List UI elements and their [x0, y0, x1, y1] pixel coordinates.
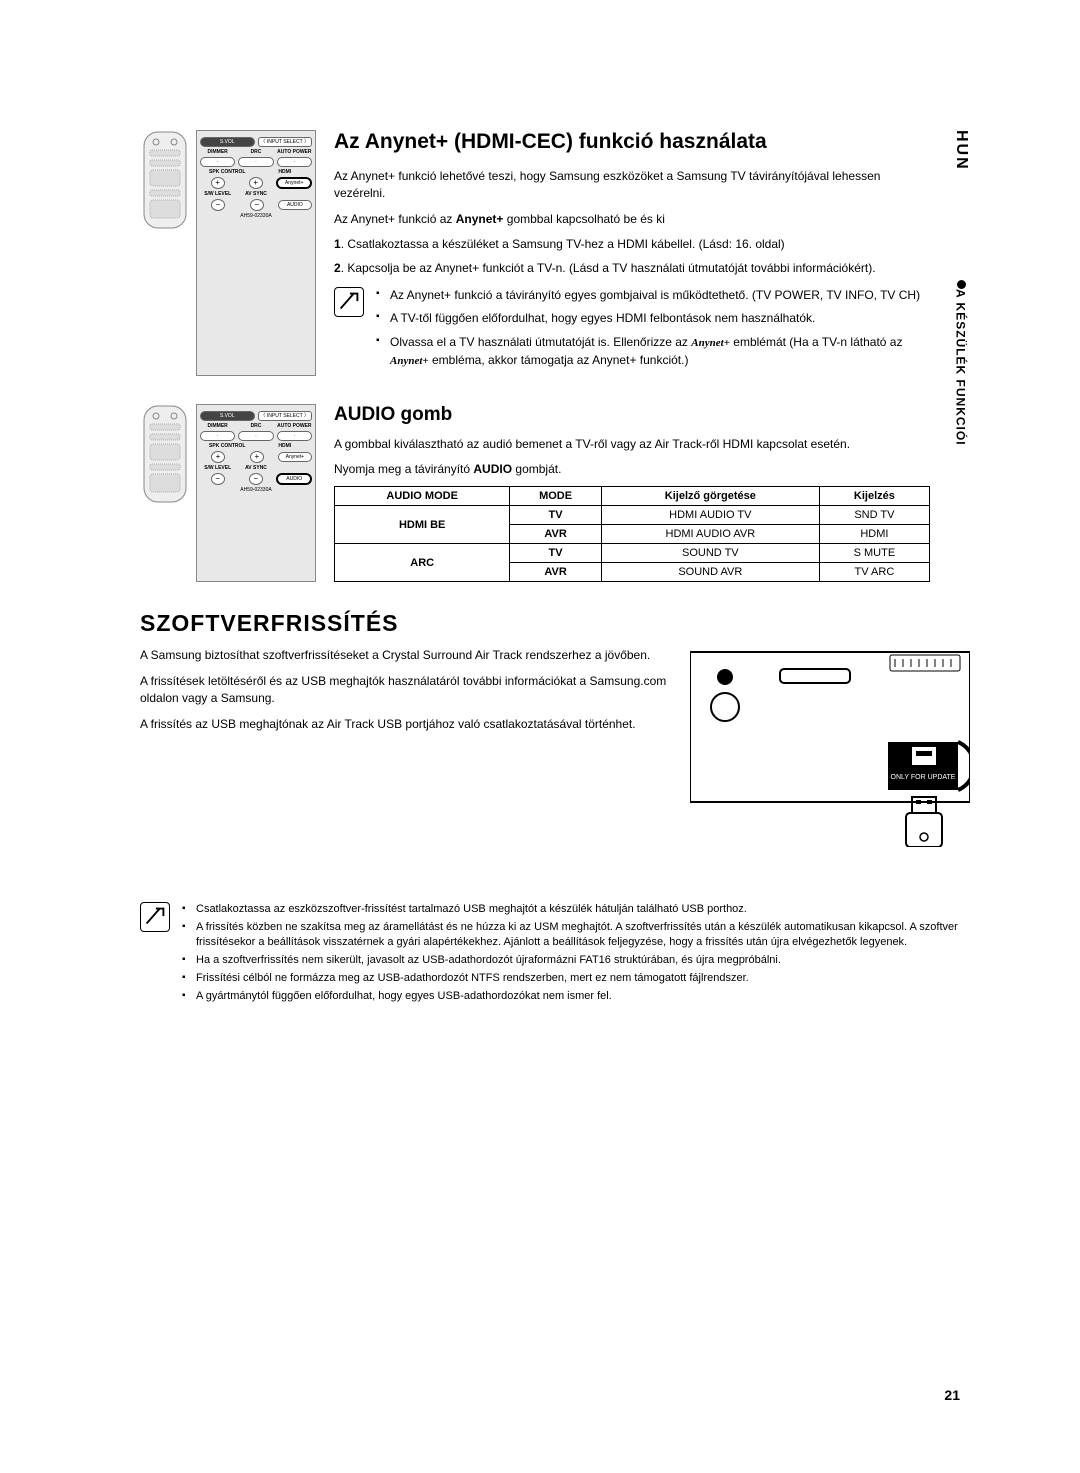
sw-note-4: Frissítési célból ne formázza meg az USB… — [182, 971, 970, 986]
software-update-row: A Samsung biztosíthat szoftverfrissítése… — [140, 647, 970, 852]
sw-para-1: A Samsung biztosíthat szoftverfrissítése… — [140, 647, 670, 664]
dimmer-label: DIMMER — [200, 149, 235, 155]
anynet-note-1: Az Anynet+ funkció a távirányító egyes g… — [376, 287, 930, 304]
sw-level-label: S/W LEVEL — [200, 191, 235, 197]
anynet-note-3: Olvassa el a TV használati útmutatóját i… — [376, 334, 930, 370]
audio-mode-table: AUDIO MODE MODE Kijelző görgetése Kijelz… — [334, 486, 930, 582]
remote-body-icon-2 — [140, 404, 190, 504]
audio-title: AUDIO gomb — [334, 404, 930, 426]
anynet-note-row: Az Anynet+ funkció a távirányító egyes g… — [334, 287, 930, 376]
auto-power-label: AUTO POWER — [277, 149, 312, 155]
usb-port-figure: ONLY FOR UPDATE — [690, 647, 970, 852]
input-select-button-2: 〈 INPUT SELECT 〉 — [258, 411, 313, 421]
remote-illustration-2: S.VOL 〈 INPUT SELECT 〉 DIMMER DRC AUTO P… — [140, 404, 316, 583]
audio-button-highlight: AUDIO — [276, 473, 312, 485]
drc-button: · — [238, 157, 273, 167]
anynet-step-1: 1. Csatlakoztassa a készüléket a Samsung… — [334, 236, 930, 253]
anynet-button: Anynet+ — [276, 177, 312, 189]
svol-button-2: S.VOL — [200, 411, 255, 421]
plus-button-2: + — [249, 177, 263, 189]
minus-button-1: − — [211, 199, 225, 211]
av-sync-label: AV SYNC — [238, 191, 273, 197]
plus-button-1: + — [211, 177, 225, 189]
language-tab: HUN — [952, 130, 970, 171]
svol-button: S.VOL — [200, 137, 255, 147]
minus-button-2: − — [250, 199, 264, 211]
th-kijelzo-gorgetese: Kijelző görgetése — [601, 487, 819, 506]
sw-note-1: Csatlakoztassa az eszközszoftver-frissít… — [182, 902, 970, 917]
anynet-step-2: 2. Kapcsolja be az Anynet+ funkciót a TV… — [334, 260, 930, 277]
autopower-button: · — [277, 157, 312, 167]
note-icon — [334, 287, 364, 317]
anynet-toggle-line: Az Anynet+ funkció az Anynet+ gombbal ka… — [334, 211, 930, 228]
audio-section: S.VOL 〈 INPUT SELECT 〉 DIMMER DRC AUTO P… — [140, 404, 970, 583]
th-audio-mode: AUDIO MODE — [335, 487, 510, 506]
audio-press: Nyomja meg a távirányító AUDIO gombját. — [334, 461, 930, 478]
sw-para-2: A frissítések letöltéséről és az USB meg… — [140, 673, 670, 708]
drc-label: DRC — [238, 149, 273, 155]
audio-intro: A gombbal kiválasztható az audió bemenet… — [334, 436, 930, 453]
anynet-title: Az Anynet+ (HDMI-CEC) funkció használata — [334, 130, 930, 154]
section-tab: A KÉSZÜLÉK FUNKCIÓI — [953, 280, 970, 446]
remote-model: AH59-02330A — [200, 213, 312, 219]
th-mode: MODE — [510, 487, 601, 506]
spk-control-label: SPK CONTROL — [200, 169, 255, 175]
sw-note-5: A gyártmánytól függően előfordulhat, hog… — [182, 989, 970, 1004]
anynet-button-2: Anynet+ — [278, 452, 312, 462]
anynet-intro: Az Anynet+ funkció lehetővé teszi, hogy … — [334, 168, 930, 203]
remote-button-panel-2: S.VOL 〈 INPUT SELECT 〉 DIMMER DRC AUTO P… — [196, 404, 316, 583]
remote-body-icon — [140, 130, 190, 230]
dimmer-button: · — [200, 157, 235, 167]
sw-note-3: Ha a szoftverfrissítés nem sikerült, jav… — [182, 953, 970, 968]
sw-note-2: A frissítés közben ne szakítsa meg az ár… — [182, 920, 970, 950]
page-number: 21 — [944, 1387, 960, 1403]
sw-para-3: A frissítés az USB meghajtónak az Air Tr… — [140, 716, 670, 733]
audio-small-button: AUDIO — [278, 200, 312, 210]
row-arc: ARC — [335, 544, 510, 582]
th-kijelzes: Kijelzés — [819, 487, 929, 506]
remote-button-panel: S.VOL 〈 INPUT SELECT 〉 DIMMER DRC AUTO P… — [196, 130, 316, 376]
note-icon-2 — [140, 902, 170, 932]
hdmi-label: HDMI — [258, 169, 313, 175]
anynet-note-2: A TV-től függően előfordulhat, hogy egye… — [376, 310, 930, 327]
svg-text:ONLY FOR UPDATE: ONLY FOR UPDATE — [891, 774, 956, 781]
remote-illustration-1: S.VOL 〈 INPUT SELECT 〉 DIMMER DRC AUTO P… — [140, 130, 316, 376]
software-notes-row: Csatlakoztassa az eszközszoftver-frissít… — [140, 902, 970, 1006]
input-select-button: 〈 INPUT SELECT 〉 — [258, 137, 313, 147]
software-update-title: SZOFTVERFRISSÍTÉS — [140, 610, 970, 637]
anynet-section: S.VOL 〈 INPUT SELECT 〉 DIMMER DRC AUTO P… — [140, 130, 970, 376]
row-hdmi-be: HDMI BE — [335, 506, 510, 544]
